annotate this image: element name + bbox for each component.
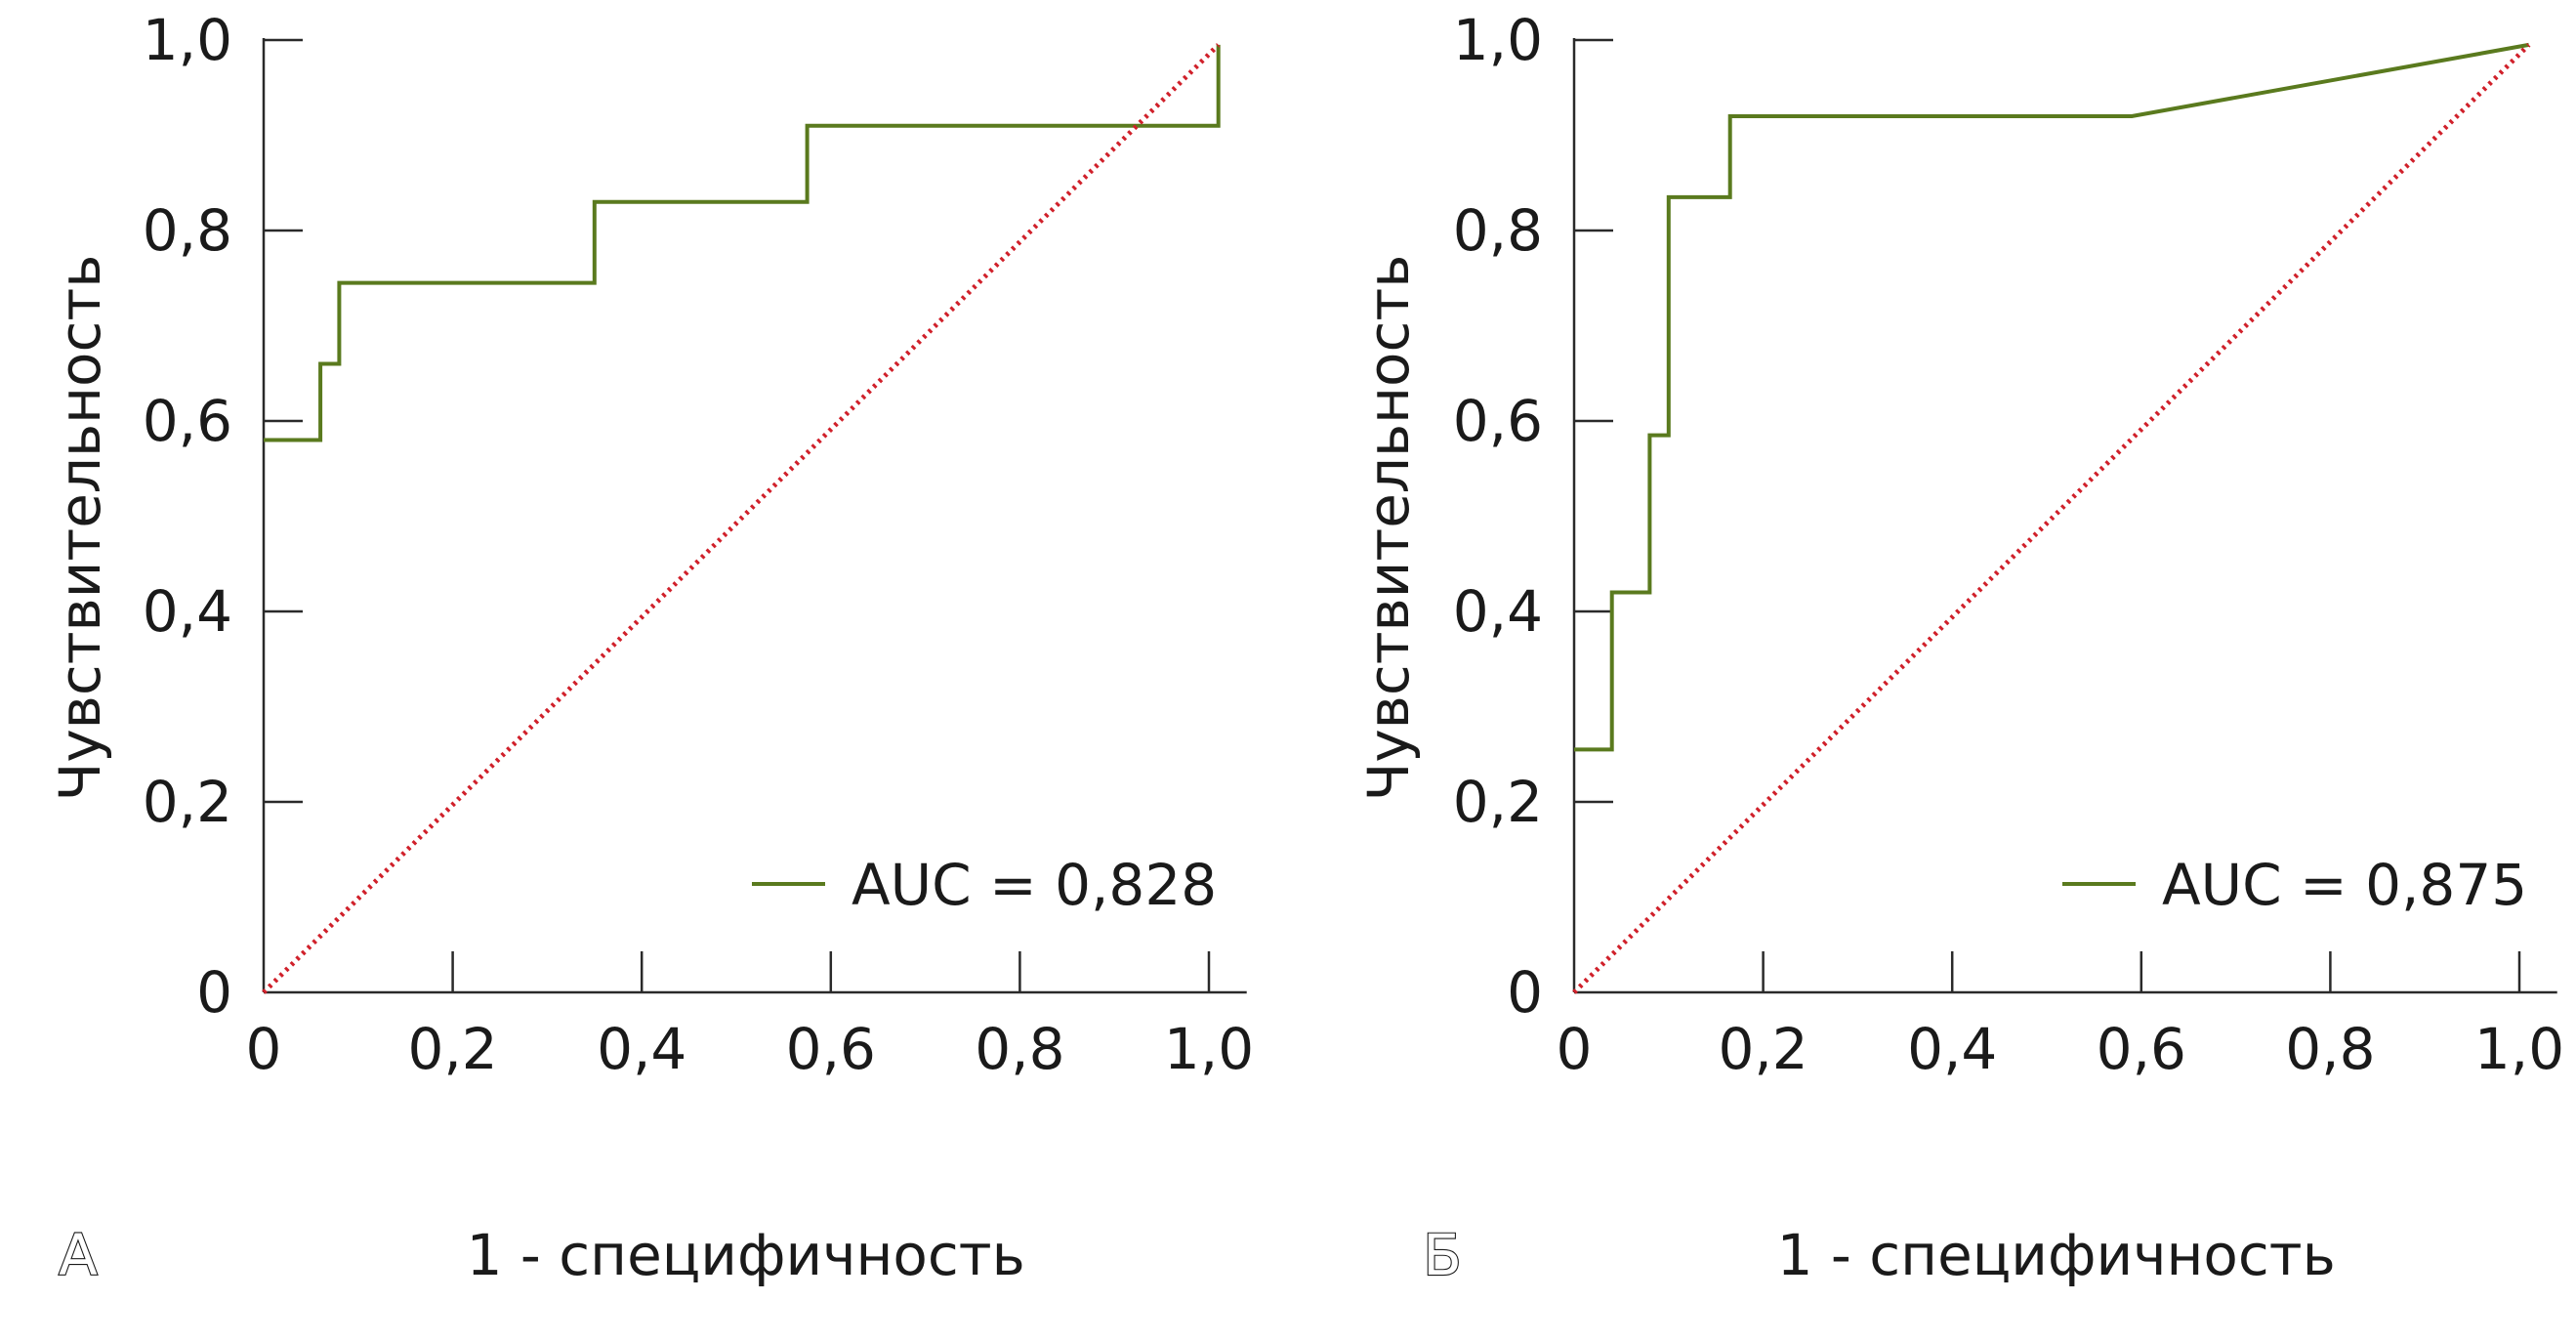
x-tick-label: 0,2 (1718, 1016, 1807, 1082)
y-tick-label: 0,4 (1453, 578, 1543, 645)
y-tick-label: 1,0 (1453, 7, 1543, 73)
y-tick-label: 0,8 (143, 197, 232, 264)
y-tick-label: 0 (1507, 959, 1543, 1026)
legend-label-auc: AUC = 0,875 (2162, 852, 2527, 918)
panel-label: Б (1423, 1222, 1462, 1288)
x-tick-label: 1,0 (1164, 1016, 1254, 1082)
x-tick-label: 0,6 (2097, 1016, 2186, 1082)
y-tick-label: 0,2 (143, 769, 232, 835)
x-tick-label: 1,0 (2474, 1016, 2564, 1082)
x-axis-title: 1 - специфичность (467, 1222, 1025, 1288)
roc-curve (264, 44, 1221, 442)
roc-curve (1574, 42, 2530, 752)
y-tick-label: 0,8 (1453, 197, 1543, 264)
x-tick-label: 0,8 (2285, 1016, 2375, 1082)
reference-diagonal-line (262, 43, 1221, 994)
x-tick-label: 0,4 (597, 1016, 686, 1082)
y-tick-label: 0 (196, 959, 232, 1026)
y-tick-label: 0,6 (143, 388, 232, 454)
x-tick-label: 0 (1557, 1016, 1593, 1082)
y-axis-title: Чувствительность (1355, 255, 1422, 802)
y-tick-label: 1,0 (143, 7, 232, 73)
y-tick-label: 0,2 (1453, 769, 1543, 835)
x-tick-label: 0 (246, 1016, 282, 1082)
legend-label-auc: AUC = 0,828 (852, 852, 1217, 918)
roc-panel-1: 0 0,2 0,4 0,6 0,8 1,0 0 0,2 0,4 0,6 0,8 1,0 AUC = 0,… (47, 7, 1254, 1289)
panel-label: А (59, 1222, 98, 1288)
y-axis-title: Чувствительность (47, 255, 113, 802)
x-axis-title: 1 - специфичность (1777, 1222, 2336, 1288)
y-tick-label: 0,4 (143, 578, 232, 645)
reference-diagonal-line (1572, 43, 2531, 994)
x-tick-label: 0,6 (786, 1016, 876, 1082)
x-tick-label: 0,2 (407, 1016, 497, 1082)
y-tick-label: 0,6 (1453, 388, 1543, 454)
x-tick-label: 0,4 (1907, 1016, 1997, 1082)
x-tick-label: 0,8 (975, 1016, 1064, 1082)
roc-panel-2: 0 0,2 0,4 0,6 0,8 1,0 0 0,2 0,4 0,6 0,8 1,0 AUC = 0,… (1355, 7, 2564, 1289)
